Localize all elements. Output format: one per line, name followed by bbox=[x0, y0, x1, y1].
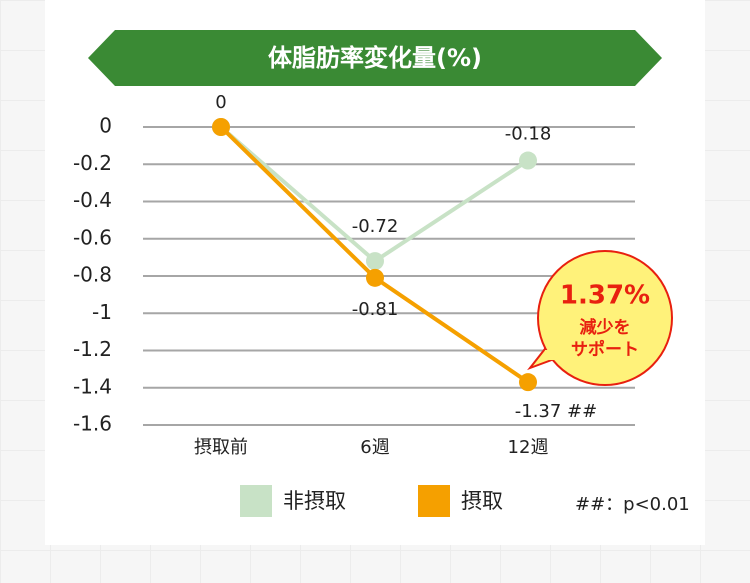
data-label: -0.18 bbox=[505, 124, 552, 145]
title-banner bbox=[88, 30, 662, 86]
y-tick-label: -1.6 bbox=[73, 412, 112, 436]
legend-label: 摂取 bbox=[461, 489, 503, 513]
callout-text: サポート bbox=[571, 339, 639, 360]
callout-value: 1.37% bbox=[560, 281, 650, 311]
y-tick-label: -0.6 bbox=[73, 225, 112, 249]
y-tick-label: -0.8 bbox=[73, 263, 112, 287]
legend-swatch bbox=[240, 485, 272, 517]
y-tick-label: -1.4 bbox=[73, 374, 112, 398]
data-label: 0 bbox=[215, 92, 226, 113]
y-tick-label: 0 bbox=[99, 114, 112, 138]
legend-label: 非摂取 bbox=[283, 489, 346, 513]
callout bbox=[537, 250, 673, 386]
point bbox=[519, 151, 537, 170]
legend-swatch bbox=[418, 485, 450, 517]
point bbox=[212, 118, 230, 136]
point bbox=[366, 268, 384, 287]
x-tick-label: 12週 bbox=[508, 437, 549, 458]
x-tick-label: 摂取前 bbox=[194, 437, 248, 458]
data-label: -0.81 bbox=[352, 299, 399, 320]
y-tick-label: -1.2 bbox=[73, 337, 112, 361]
data-label: -0.72 bbox=[352, 216, 399, 237]
x-tick-label: 6週 bbox=[360, 437, 389, 458]
y-tick-label: -0.2 bbox=[73, 151, 112, 175]
y-tick-label: -0.4 bbox=[73, 188, 112, 212]
note: ##：p<0.01 bbox=[575, 494, 690, 515]
point bbox=[366, 252, 384, 271]
plot: 0 -0.2 -0.4 -0.6 -0.8 -1 -1.2 -1.4 -1.6 摂取前 6週 12週 0… bbox=[73, 92, 635, 517]
y-tick-label: -1 bbox=[92, 300, 112, 324]
callout-text: 減少を bbox=[580, 317, 631, 338]
chart-title: 体脂肪率変化量(%) bbox=[268, 44, 482, 72]
data-label: -1.37 ## bbox=[515, 401, 597, 422]
point bbox=[519, 373, 537, 392]
callout-joint bbox=[545, 350, 567, 360]
